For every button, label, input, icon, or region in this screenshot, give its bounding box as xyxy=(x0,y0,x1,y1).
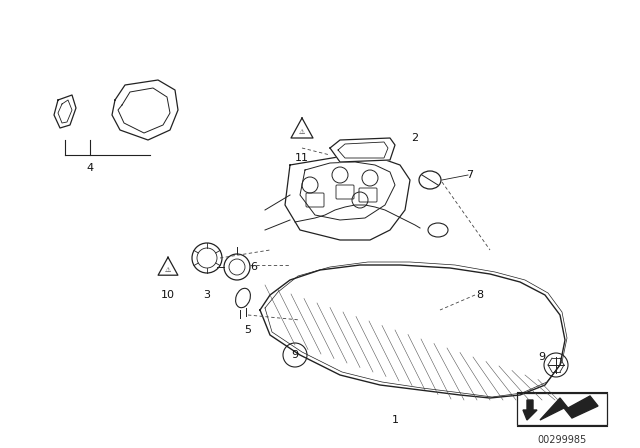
Text: 11: 11 xyxy=(295,153,309,163)
Text: 6: 6 xyxy=(250,262,257,272)
Text: 10: 10 xyxy=(161,290,175,300)
Text: ⚠: ⚠ xyxy=(165,267,171,273)
Text: 1: 1 xyxy=(392,415,399,425)
Polygon shape xyxy=(540,396,598,420)
Polygon shape xyxy=(330,138,395,162)
Text: ⚠: ⚠ xyxy=(299,129,305,135)
Text: 5: 5 xyxy=(244,325,252,335)
Text: 7: 7 xyxy=(467,170,474,180)
Text: 9: 9 xyxy=(291,350,299,360)
Text: 3: 3 xyxy=(204,290,211,300)
Text: 2: 2 xyxy=(412,133,419,143)
Text: 8: 8 xyxy=(476,290,484,300)
Text: 00299985: 00299985 xyxy=(538,435,587,445)
Polygon shape xyxy=(523,400,537,420)
Text: 4: 4 xyxy=(86,163,93,173)
Text: 9: 9 xyxy=(538,352,545,362)
